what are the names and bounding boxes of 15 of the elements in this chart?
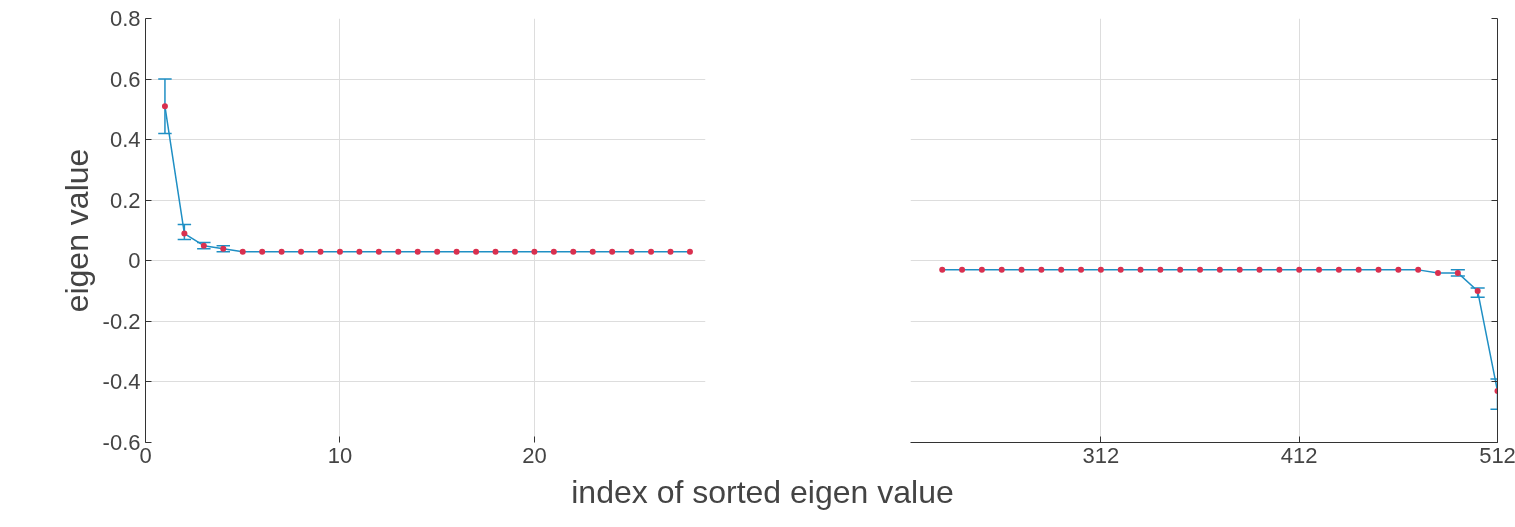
y-tick-label: -0.4 xyxy=(102,369,141,395)
y-tick-label: -0.2 xyxy=(102,308,141,334)
y-tick-label: -0.6 xyxy=(102,430,141,455)
x-tick-label: 512 xyxy=(1479,442,1515,468)
y-tick-label: 0 xyxy=(128,248,141,274)
x-tick-label: 412 xyxy=(1280,442,1318,468)
y-tick-label: 0.2 xyxy=(109,187,141,213)
x-axis-title: index of sorted eigen value xyxy=(571,473,954,512)
x-tick-label: 20 xyxy=(522,442,547,468)
y-tick-label: 0.6 xyxy=(109,66,141,92)
x-tick-label: 10 xyxy=(327,442,353,468)
y-tick-label: 0.4 xyxy=(109,127,141,153)
y-axis-title: eigen value xyxy=(58,148,95,313)
x-tick-label: 312 xyxy=(1082,442,1120,468)
y-tick-label: 0.8 xyxy=(109,6,141,31)
